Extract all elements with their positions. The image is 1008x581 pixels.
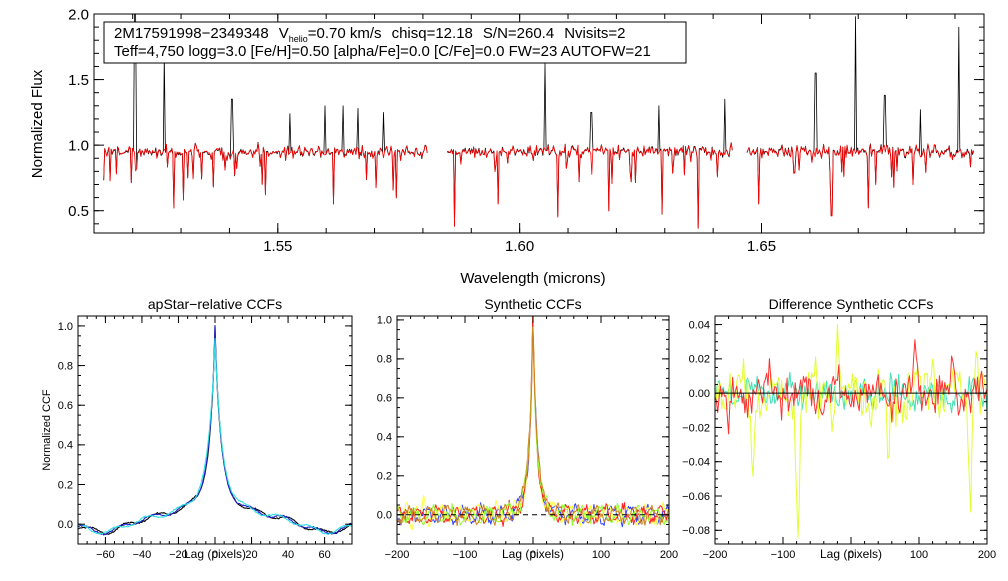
difference_ccf-ytick-label: 0.04 <box>689 319 710 331</box>
chisq-value: chisq=12.18 <box>392 25 473 42</box>
apstar_ccf-xtick-label: −20 <box>169 549 188 561</box>
apstar_ccf-xtick-label: 20 <box>245 549 257 561</box>
spectrum-lines <box>103 13 974 229</box>
difference-ccf-lines <box>714 324 988 538</box>
difference-ccf-series-2 <box>714 324 988 538</box>
synthetic-ccf-ticks: −200 −100 0 100 200 0.0 0.2 0.4 0.6 0.8 1.0 <box>377 315 678 561</box>
difference_ccf-ytick-label: −0.04 <box>682 457 710 469</box>
synthetic_ccf-ytick-label: 0.2 <box>377 471 392 483</box>
difference_ccf-ytick-label: −0.06 <box>682 491 710 503</box>
apstar_ccf-ytick-label: 0.4 <box>58 440 73 452</box>
vhelio-sub: helio <box>289 34 308 44</box>
synthetic-ccf-lines <box>396 315 669 530</box>
apstar_ccf-ytick-label: 0.8 <box>58 360 73 372</box>
spectrum-ticks: 1.55 1.60 1.65 0.5 1.0 1.5 2.0 <box>68 6 984 255</box>
spectrum-model-line <box>746 143 974 217</box>
synthetic_ccf-ytick-label: 0.8 <box>377 354 392 366</box>
apstar-ccf-panel: −60 −40 −20 0 20 40 60 0.0 0.2 0.4 0.6 0.8 1.0 apSta… <box>41 296 353 561</box>
synthetic_ccf-ytick-label: 0.0 <box>377 510 392 522</box>
spectrum-model-line <box>103 142 428 209</box>
spectrum-xtick-label: 1.55 <box>263 238 292 255</box>
spectrum-observed-line <box>446 63 733 229</box>
difference_ccf-ytick-label: −0.02 <box>682 422 710 434</box>
apstar-ccf-series-2 <box>77 325 353 536</box>
apstar-ccf-ylabel: Normalized CCF <box>41 389 53 471</box>
synthetic-ccf-xlabel: Lag (pixels) <box>502 547 564 561</box>
spectrum-info-box <box>103 21 687 64</box>
vhelio-label: V <box>279 25 289 42</box>
spectrum-info-line1: 2M17591998−2349348 Vhelio=0.70 km/s chisq=… <box>114 25 625 44</box>
spectrum-info-line2: Teff=4,750 logg=3.0 [Fe/H]=0.50 [alpha/F… <box>114 43 651 60</box>
spectrum-ytick-label: 2.0 <box>68 6 89 23</box>
difference_ccf-xtick-label: 0 <box>848 549 854 561</box>
spectrum-xlabel: Wavelength (microns) <box>460 270 605 287</box>
spectrum-xtick-label: 1.65 <box>747 238 776 255</box>
difference-ccf-series-3 <box>714 339 988 435</box>
difference-ccf-xlabel: Lag (pixels) <box>820 547 882 561</box>
spectrum-panel: 1.55 1.60 1.65 0.5 1.0 1.5 2.0 Wavelength (mic… <box>29 6 985 287</box>
sn-value: S/N=260.4 <box>483 25 554 42</box>
spectrum-observed-line <box>746 16 974 216</box>
synthetic_ccf-ytick-label: 1.0 <box>377 315 392 327</box>
apstar_ccf-xtick-label: 40 <box>282 549 294 561</box>
apstar-ccf-lines <box>77 325 353 536</box>
synthetic_ccf-xtick-label: −100 <box>453 549 478 561</box>
difference_ccf-xtick-label: −200 <box>703 549 728 561</box>
apstar_ccf-xtick-label: 0 <box>212 549 218 561</box>
difference_ccf-xtick-label: −100 <box>771 549 796 561</box>
synthetic-ccf-series-5 <box>396 326 669 527</box>
spectrum-ytick-label: 1.0 <box>68 137 89 154</box>
synthetic_ccf-ytick-label: 0.6 <box>377 393 392 405</box>
difference_ccf-ytick-label: 0.00 <box>689 388 710 400</box>
apstar_ccf-xtick-label: −60 <box>96 549 115 561</box>
apstar-ccf-ticks: −60 −40 −20 0 20 40 60 0.0 0.2 0.4 0.6 0.8 1.0 <box>58 315 353 561</box>
vhelio-value: =0.70 km/s <box>308 25 382 42</box>
difference-ccf-title: Difference Synthetic CCFs <box>769 296 934 312</box>
difference-ccf-panel: −200 −100 0 100 200 0.04 0.02 0.00 −0.02 −0.04 −0.… <box>682 296 996 561</box>
synthetic_ccf-xtick-label: 0 <box>530 549 536 561</box>
synthetic-ccf-title: Synthetic CCFs <box>484 296 581 312</box>
nvisits-value: Nvisits=2 <box>564 25 625 42</box>
spectrum-xtick-label: 1.60 <box>505 238 534 255</box>
apstar_ccf-xtick-label: 60 <box>318 549 330 561</box>
synthetic_ccf-xtick-label: −200 <box>385 549 410 561</box>
synthetic_ccf-ytick-label: 0.4 <box>377 432 392 444</box>
apstar_ccf-ytick-label: 1.0 <box>58 321 73 333</box>
spectrum-ytick-label: 1.5 <box>68 72 89 89</box>
spectrum-model-line <box>446 142 733 229</box>
spectrum-ytick-label: 0.5 <box>68 203 89 220</box>
star-id: 2M17591998−2349348 <box>114 25 269 42</box>
apstar-ccf-xlabel: Lag (pixels) <box>184 547 246 561</box>
difference_ccf-ytick-label: 0.02 <box>689 354 710 366</box>
synthetic-ccf-panel: −200 −100 0 100 200 0.0 0.2 0.4 0.6 0.8 1.0 Synthe… <box>377 296 678 561</box>
apstar_ccf-ytick-label: 0.2 <box>58 479 73 491</box>
apstar_ccf-ytick-label: 0.6 <box>58 400 73 412</box>
apstar-ccf-title: apStar−relative CCFs <box>148 296 282 312</box>
difference_ccf-xtick-label: 100 <box>910 549 928 561</box>
apstar-ccf-series-1 <box>77 325 353 536</box>
difference_ccf-ytick-label: −0.08 <box>682 525 710 537</box>
apstar-ccf-series-3 <box>77 337 353 536</box>
spectrum-ylabel: Normalized Flux <box>29 69 46 178</box>
difference-ccf-frame <box>714 315 988 545</box>
difference-ccf-ticks: −200 −100 0 100 200 0.04 0.02 0.00 −0.02 −0.04 −0.… <box>682 315 996 561</box>
apstar_ccf-xtick-label: −40 <box>133 549 152 561</box>
spectrum-frame <box>93 13 985 234</box>
synthetic_ccf-xtick-label: 100 <box>592 549 610 561</box>
synthetic_ccf-xtick-label: 200 <box>660 549 678 561</box>
difference_ccf-xtick-label: 200 <box>978 549 996 561</box>
apstar_ccf-ytick-label: 0.0 <box>58 519 73 531</box>
